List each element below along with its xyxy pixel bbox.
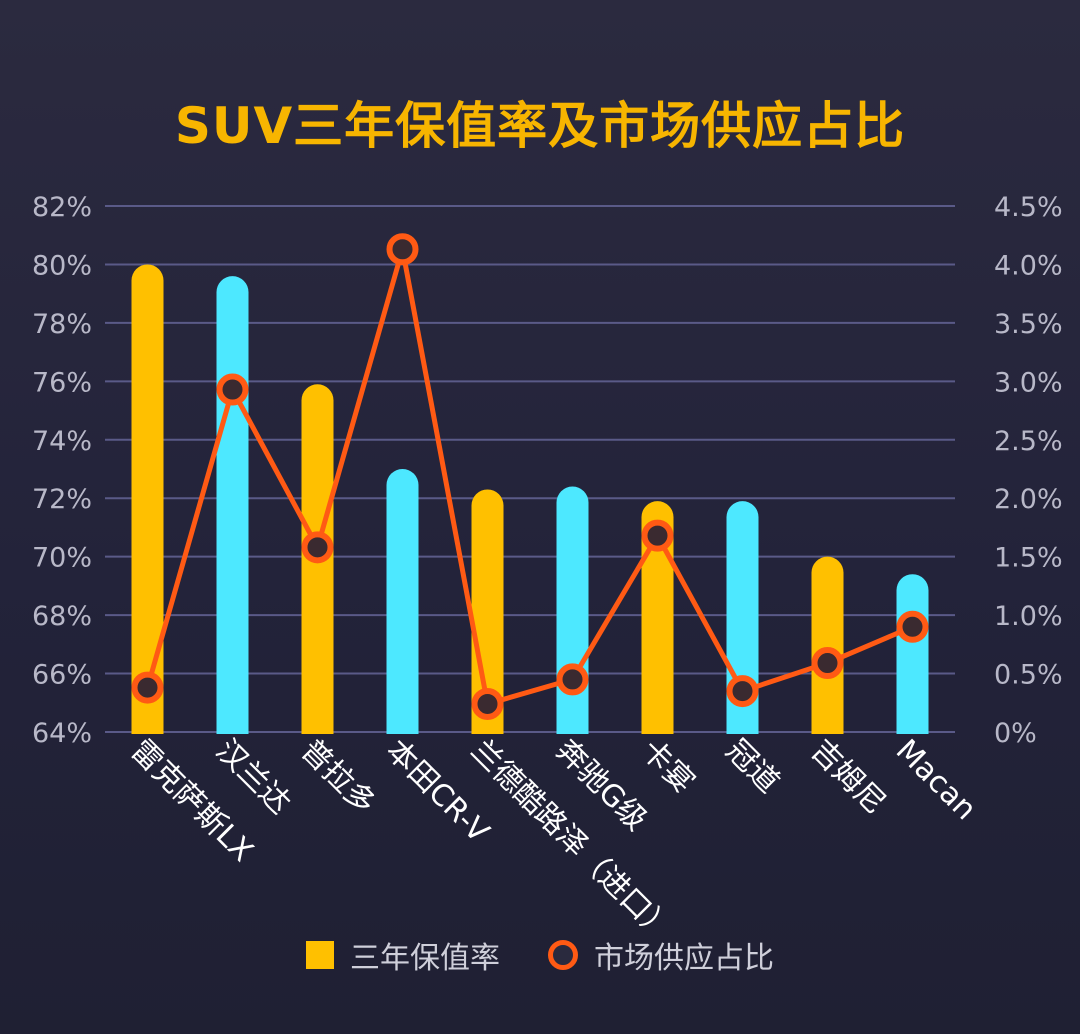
bar (386, 469, 419, 734)
x-category-label: 卡宴 (634, 733, 701, 800)
y-left-tick-label: 78% (32, 309, 92, 340)
y-right-tick-label: 0% (994, 718, 1037, 749)
chart-legend: 三年保值率 市场供应占比 (0, 933, 1080, 977)
legend-line-label: 市场供应占比 (594, 941, 774, 976)
x-category-label: 冠道 (719, 733, 786, 800)
line-point (556, 663, 589, 696)
x-category-label: 吉姆尼 (804, 733, 892, 821)
y-right-tick-label: 4.0% (994, 250, 1063, 281)
line-point (471, 687, 504, 720)
bar-base (556, 712, 589, 734)
legend-item-line: 市场供应占比 (548, 933, 774, 977)
legend-item-bar: 三年保值率 (306, 933, 500, 977)
y-right-tick-label: 2.0% (994, 484, 1063, 515)
y-right-tick-label: 0.5% (994, 660, 1063, 691)
bar (896, 574, 929, 734)
line-point (386, 233, 419, 266)
x-category-label: 普拉多 (294, 733, 382, 821)
bar (216, 276, 249, 734)
line-point (301, 531, 334, 564)
bar (641, 501, 674, 734)
y-left-tick-label: 82% (32, 192, 92, 223)
line-point (641, 519, 674, 552)
bar-base (131, 712, 164, 734)
y-left-tick-label: 68% (32, 601, 92, 632)
bar-base (641, 712, 674, 734)
legend-bar-swatch (306, 941, 334, 969)
line-point (811, 647, 844, 680)
legend-line-marker (548, 940, 578, 970)
y-left-tick-label: 76% (32, 367, 92, 398)
bar (811, 556, 844, 734)
y-left-tick-label: 66% (32, 660, 92, 691)
legend-bar-label: 三年保值率 (350, 941, 500, 976)
bar-base (726, 712, 759, 734)
line-series (145, 246, 914, 707)
y-left-tick-label: 72% (32, 484, 92, 515)
y-left-tick-label: 74% (32, 426, 92, 457)
y-right-tick-label: 1.5% (994, 543, 1063, 574)
bar-base (301, 712, 334, 734)
y-left-tick-label: 80% (32, 250, 92, 281)
bar-base (811, 712, 844, 734)
line-point (896, 610, 929, 643)
chart-title: SUV三年保值率及市场供应占比 (174, 97, 906, 155)
bar (131, 264, 164, 734)
y-right-tick-label: 4.5% (994, 192, 1063, 223)
line-point (216, 373, 249, 406)
bar-base (386, 712, 419, 734)
bar-base (216, 712, 249, 734)
line-point (726, 675, 759, 708)
y-right-tick-label: 1.0% (994, 601, 1063, 632)
y-left-tick-label: 70% (32, 543, 92, 574)
bar-base (896, 712, 929, 734)
y-left-tick-label: 64% (32, 718, 92, 749)
line-point (131, 671, 164, 704)
x-category-label: Macan (889, 733, 983, 827)
y-right-tick-label: 3.0% (994, 367, 1063, 398)
y-right-tick-label: 3.5% (994, 309, 1063, 340)
bar (556, 486, 589, 734)
y-right-tick-label: 2.5% (994, 426, 1063, 457)
